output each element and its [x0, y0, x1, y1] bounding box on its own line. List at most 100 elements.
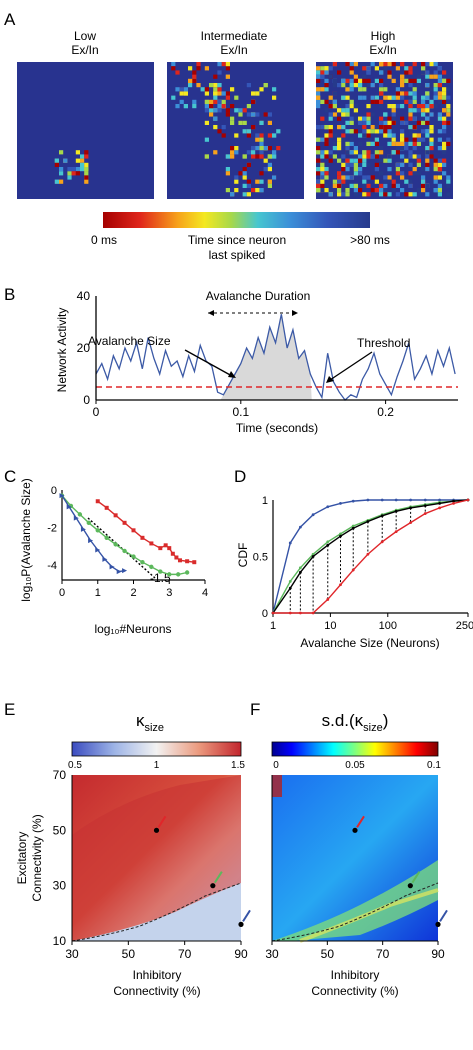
raster-cell: [353, 108, 358, 113]
raster-cell: [179, 91, 184, 96]
raster-cell: [255, 112, 260, 117]
raster-cell: [221, 125, 226, 130]
raster-cell: [433, 95, 438, 100]
avalanche-size-label: Avalanche Size: [88, 334, 171, 348]
raster-cell: [421, 112, 426, 117]
raster-cell: [204, 120, 209, 125]
raster-cell: [387, 141, 392, 146]
raster-cell: [349, 158, 354, 163]
raster-cell: [362, 133, 367, 138]
raster-cell: [437, 158, 442, 163]
raster-cell: [324, 188, 329, 193]
raster-cell: [387, 116, 392, 121]
raster-cell: [391, 120, 396, 125]
panel-d-cdf-point: [288, 586, 292, 590]
panel-b-y-tick-label: 0: [83, 393, 90, 407]
raster-cell: [437, 66, 442, 71]
raster-cell: [425, 158, 430, 163]
raster-cell: [84, 179, 89, 184]
raster-cell: [412, 146, 417, 151]
raster-cell: [425, 120, 430, 125]
panel-f-colorbar-tick-label: 0.05: [345, 760, 365, 771]
raster-cell: [362, 95, 367, 100]
raster-cell: [387, 154, 392, 159]
panel-f-colorbar-tick-label: 0: [273, 760, 279, 771]
raster-cell: [400, 104, 405, 109]
panel-d-cdf-point: [339, 501, 342, 505]
raster-cell: [437, 192, 442, 197]
raster-cell: [80, 167, 85, 172]
raster-cell: [320, 167, 325, 172]
panel-c-x-tick-label: 3: [166, 587, 172, 599]
raster-cell: [242, 171, 247, 176]
raster-cell: [75, 171, 80, 176]
raster-cell: [353, 167, 358, 172]
raster-cell: [63, 158, 68, 163]
raster-cell: [341, 154, 346, 159]
panel-d-cdf-line: [273, 499, 469, 614]
raster-cell: [404, 120, 409, 125]
avalanche-shaded-area: [220, 314, 312, 400]
panel-c-point: [122, 520, 127, 525]
raster-cell: [379, 150, 384, 155]
raster-cell: [316, 162, 321, 167]
raster-cell: [192, 104, 197, 109]
panel-e-xlabel-2: Connectivity (%): [113, 984, 200, 998]
raster-cell: [370, 154, 375, 159]
panel-f-marker-arrow: [356, 815, 365, 828]
raster-cell: [242, 120, 247, 125]
raster-cell: [259, 171, 264, 176]
raster-cell: [316, 70, 321, 75]
raster-cell: [404, 179, 409, 184]
panel-c-series-line: [97, 500, 195, 563]
raster-cell: [362, 162, 367, 167]
panel-c-ylabel: log₁₀P(Avalanche Size): [19, 478, 33, 602]
raster-cell: [225, 188, 230, 193]
raster-cell: [353, 146, 358, 151]
raster-cell: [67, 167, 72, 172]
raster-cell: [387, 125, 392, 130]
kappa-colorbar: [71, 741, 242, 757]
raster-cell: [362, 87, 367, 92]
raster-cell: [272, 133, 277, 138]
raster-cell: [324, 150, 329, 155]
raster-cell: [379, 87, 384, 92]
raster-cell: [383, 66, 388, 71]
raster-cell: [349, 70, 354, 75]
raster-cell: [209, 83, 214, 88]
raster-cell: [425, 74, 430, 79]
panel-d-cdf-point: [311, 513, 315, 517]
panel-e-xlabel-1: Inhibitory: [133, 968, 182, 982]
raster-cell: [374, 162, 379, 167]
raster-cell: [328, 95, 333, 100]
panel-d-y-tick-label: 0: [262, 608, 268, 620]
raster-cell: [225, 167, 230, 172]
raster-cell: [188, 66, 193, 71]
panel-e-x-tick-label: 90: [234, 947, 248, 961]
raster-cell: [84, 175, 89, 180]
panel-d-cdf-point: [271, 611, 275, 615]
raster-cell: [395, 146, 400, 151]
panel-d-cdf-point: [311, 555, 315, 558]
raster-cell: [408, 183, 413, 188]
raster-cell: [383, 87, 388, 92]
raster-cell: [246, 183, 251, 188]
raster-cell: [370, 95, 375, 100]
raster-cell: [332, 62, 337, 67]
raster-cell: [337, 179, 342, 184]
raster-cell: [412, 137, 417, 142]
raster-cell: [353, 62, 358, 67]
raster-cell: [332, 183, 337, 188]
raster-cell: [433, 162, 438, 167]
raster-cell: [80, 154, 85, 159]
raster-cell: [421, 167, 426, 172]
panel-c-point: [113, 542, 118, 547]
raster-cell: [425, 108, 430, 113]
raster-cell: [341, 78, 346, 83]
raster-cell: [446, 183, 451, 188]
raster-cell: [337, 183, 342, 188]
panel-d-cdf-point: [326, 543, 330, 547]
raster-cell: [267, 167, 272, 172]
raster-cell: [408, 112, 413, 117]
panel-label-b: B: [4, 285, 15, 304]
